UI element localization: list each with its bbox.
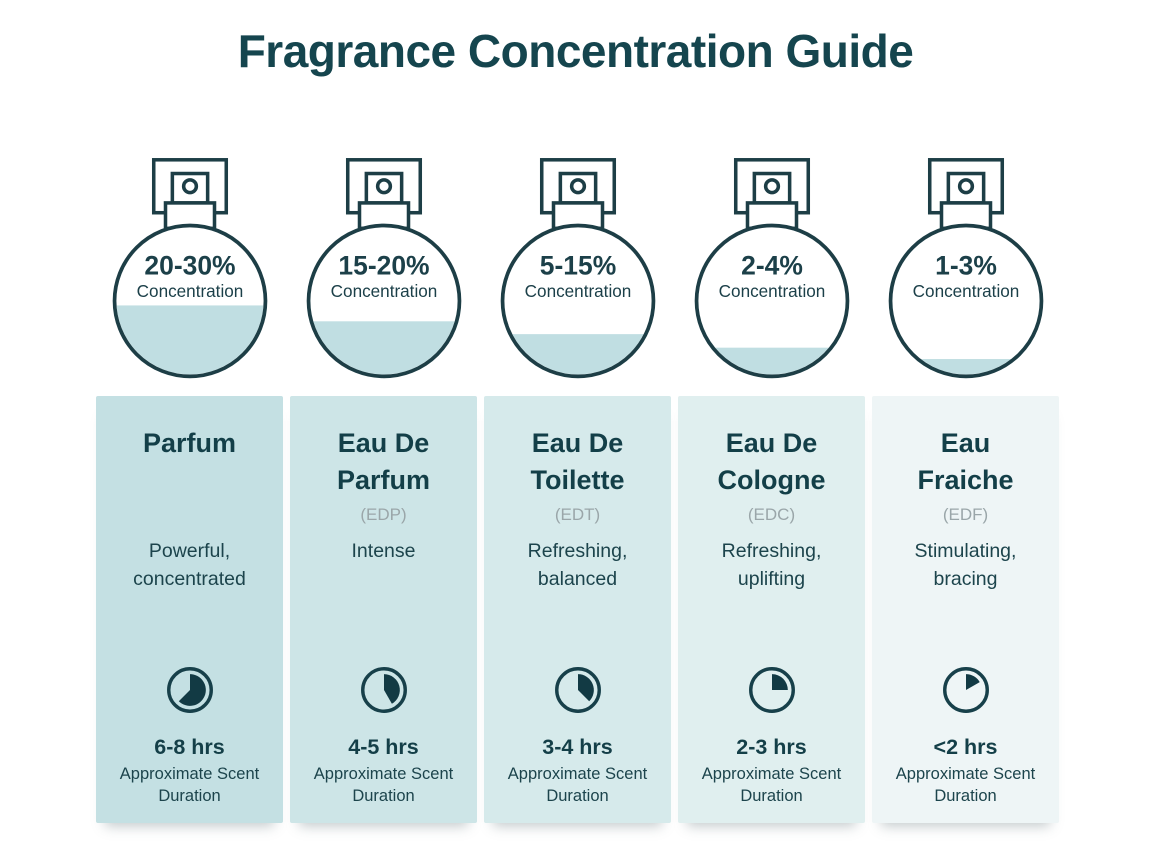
fragrance-column: 1-3% Concentration Eau Fraiche (EDF) Sti… (872, 150, 1059, 823)
concentration-label: Concentration (524, 281, 631, 301)
clock-wedge (383, 674, 400, 704)
scent-duration-value: 6-8 hrs (154, 735, 225, 759)
fragrance-card: Eau De Parfum (EDP) Intense 4-5 hrs Appr… (290, 396, 477, 823)
concentration-label: Concentration (912, 281, 1019, 301)
concentration-percent: 2-4% (741, 250, 803, 280)
fragrance-card: Parfum Powerful, concentrated 6-8 hrs Ap… (96, 396, 283, 823)
fragrance-abbreviation: (EDF) (942, 505, 989, 524)
fragrance-name: Eau De Cologne (717, 428, 826, 495)
bottle-nozzle-housing (364, 171, 403, 205)
fragrance-card: Eau De Cologne (EDC) Refreshing, uplifti… (678, 396, 865, 823)
bottle-nozzle-housing (946, 171, 985, 205)
clock-svg (554, 667, 601, 713)
clock-wedge (577, 674, 594, 702)
bottle-liquid (116, 305, 263, 375)
fragrance-column: 2-4% Concentration Eau De Cologne (EDC) … (678, 150, 865, 823)
clock-wedge (771, 674, 788, 690)
perfume-bottle-icon: 20-30% Concentration (92, 150, 288, 396)
fragrance-abbreviation: (EDC) (747, 505, 796, 524)
clock-wedge (965, 674, 980, 690)
fragrance-abbreviation: (EDP) (360, 505, 407, 524)
clock-svg (942, 667, 989, 713)
concentration-percent: 20-30% (144, 250, 235, 280)
bottle-outline (500, 223, 655, 379)
bottle-nozzle (957, 178, 974, 195)
clock-face (748, 667, 795, 713)
clock-face (360, 667, 407, 713)
fragrance-name: Eau De Parfum (336, 428, 431, 495)
clock-icon (747, 665, 797, 715)
scent-duration-label: Approximate Scent Duration (701, 765, 842, 805)
scent-duration-value: 4-5 hrs (348, 735, 419, 759)
fragrance-description: Refreshing, uplifting (721, 540, 822, 590)
perfume-bottle-svg: 2-4% Concentration (694, 158, 849, 379)
clock-face (554, 667, 601, 713)
perfume-bottle-svg: 15-20% Concentration (306, 158, 461, 379)
scent-duration-label: Approximate Scent Duration (119, 765, 260, 805)
fragrance-description: Intense (351, 540, 416, 562)
scent-duration-label: Approximate Scent Duration (507, 765, 648, 805)
bottle-outline (112, 223, 267, 379)
bottle-nozzle (181, 178, 198, 195)
perfume-bottle-icon: 5-15% Concentration (480, 150, 676, 396)
clock-icon (553, 665, 603, 715)
fragrance-name: Eau Fraiche (917, 428, 1014, 495)
fragrance-column: 20-30% Concentration Parfum Powerful, co… (96, 150, 283, 823)
concentration-percent: 5-15% (539, 250, 615, 280)
clock-face (942, 667, 989, 713)
bottle-nozzle-housing (558, 171, 597, 205)
fragrance-description: Stimulating, bracing (914, 540, 1017, 590)
bottle-outline (694, 223, 849, 379)
bottle-body (890, 225, 1041, 377)
scent-duration-label: Approximate Scent Duration (313, 765, 454, 805)
fragrance-description: Refreshing, balanced (527, 540, 628, 590)
clock-icon (359, 665, 409, 715)
bottle-nozzle-housing (170, 171, 209, 205)
clock-icon (941, 665, 991, 715)
concentration-label: Concentration (330, 281, 437, 301)
scent-duration-value: 2-3 hrs (736, 735, 807, 759)
concentration-label: Concentration (136, 281, 243, 301)
clock-icon (165, 665, 215, 715)
bottle-nozzle (375, 178, 392, 195)
bottle-nozzle-housing (752, 171, 791, 205)
clock-wedge (178, 674, 206, 706)
fragrance-column: 5-15% Concentration Eau De Toilette (EDT… (484, 150, 671, 823)
perfume-bottle-icon: 2-4% Concentration (674, 150, 870, 396)
perfume-bottle-svg: 20-30% Concentration (112, 158, 267, 379)
bottle-nozzle (569, 178, 586, 195)
concentration-percent: 1-3% (935, 250, 997, 280)
fragrance-column: 15-20% Concentration Eau De Parfum (EDP)… (290, 150, 477, 823)
perfume-bottle-svg: 5-15% Concentration (500, 158, 655, 379)
fragrance-abbreviation: (EDT) (554, 505, 601, 524)
concentration-label: Concentration (718, 281, 825, 301)
clock-svg (360, 667, 407, 713)
scent-duration-value: <2 hrs (933, 735, 998, 759)
scent-duration-label: Approximate Scent Duration (895, 765, 1036, 805)
fragrance-card: Eau Fraiche (EDF) Stimulating, bracing <… (872, 396, 1059, 823)
clock-svg (748, 667, 795, 713)
fragrance-columns-row: 20-30% Concentration Parfum Powerful, co… (96, 150, 1059, 823)
page-title: Fragrance Concentration Guide (237, 25, 914, 77)
fragrance-description: Powerful, concentrated (133, 540, 246, 590)
fragrance-card: Eau De Toilette (EDT) Refreshing, balanc… (484, 396, 671, 823)
clock-svg (166, 667, 213, 713)
fragrance-name: Parfum (142, 428, 237, 458)
scent-duration-value: 3-4 hrs (542, 735, 613, 759)
bottle-outline (306, 223, 461, 379)
fragrance-name: Eau De Toilette (530, 428, 625, 495)
clock-face (166, 667, 213, 713)
concentration-percent: 15-20% (338, 250, 429, 280)
bottle-nozzle (763, 178, 780, 195)
perfume-bottle-icon: 15-20% Concentration (286, 150, 482, 396)
bottle-liquid (892, 359, 1039, 375)
perfume-bottle-svg: 1-3% Concentration (888, 158, 1043, 379)
perfume-bottle-icon: 1-3% Concentration (868, 150, 1064, 396)
bottle-body (696, 225, 847, 377)
bottle-outline (888, 223, 1043, 379)
